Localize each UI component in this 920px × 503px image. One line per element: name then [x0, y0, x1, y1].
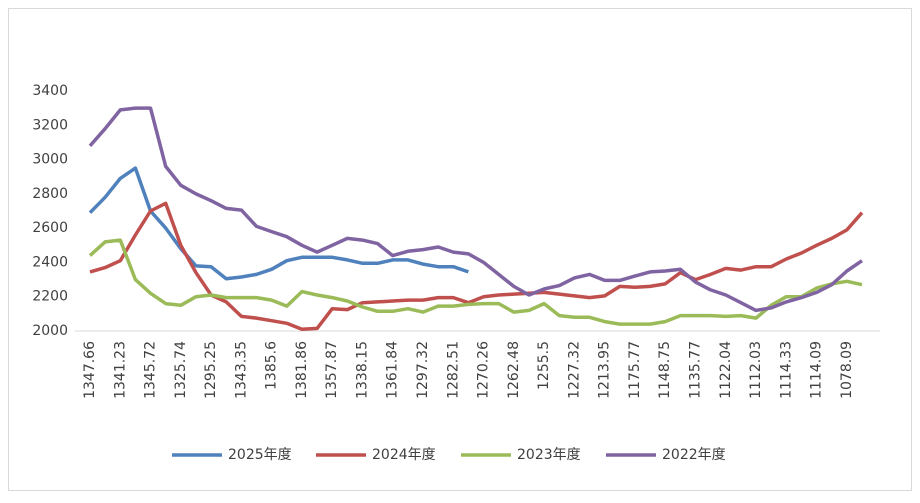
- x-tick-label: 1282.51: [445, 341, 461, 399]
- x-tick-label: 1114.33: [778, 341, 794, 399]
- x-tick-label: 1385.6: [264, 341, 280, 390]
- x-tick-label: 1213.95: [597, 341, 613, 399]
- series-line: [88, 106, 863, 313]
- x-tick-label: 1270.26: [476, 341, 492, 399]
- x-tick-label: 1381.86: [294, 341, 310, 399]
- series-line: [89, 201, 864, 332]
- x-tick-label: 1227.32: [566, 341, 582, 399]
- legend-label: 2023年度: [517, 447, 581, 463]
- y-tick-label: 2600: [32, 220, 68, 236]
- x-tick-label: 1297.32: [415, 341, 431, 399]
- x-tick-label: 1262.48: [506, 341, 522, 399]
- y-tick-label: 2400: [32, 254, 68, 270]
- x-tick-label: 1148.75: [657, 341, 673, 399]
- x-tick-label: 1338.15: [354, 341, 370, 399]
- x-tick-label: 1343.35: [233, 341, 249, 399]
- x-tick-label: 1345.72: [143, 341, 159, 399]
- y-tick-label: 3400: [32, 83, 68, 99]
- legend-label: 2024年度: [372, 447, 436, 463]
- legend-label: 2025年度: [228, 447, 292, 463]
- x-tick-label: 1112.03: [748, 341, 764, 399]
- x-tick-label: 1357.87: [324, 341, 340, 399]
- chart-border: [8, 8, 912, 491]
- x-tick-label: 1114.09: [809, 341, 825, 399]
- x-tick-label: 1361.84: [385, 341, 401, 399]
- series-line: [88, 238, 863, 326]
- y-tick-label: 2200: [32, 289, 68, 305]
- x-tick-label: 1347.66: [82, 341, 98, 399]
- x-tick-label: 1122.04: [718, 341, 734, 399]
- x-tick-label: 1295.25: [203, 341, 219, 399]
- x-tick-label: 1325.74: [173, 341, 189, 399]
- legend-label: 2022年度: [662, 447, 726, 463]
- x-tick-label: 1078.09: [839, 341, 855, 399]
- y-tick-label: 3000: [32, 152, 68, 168]
- series-line: [88, 166, 469, 281]
- y-tick-label: 3200: [32, 117, 68, 133]
- y-tick-label: 2000: [32, 323, 68, 339]
- x-tick-label: 1175.77: [627, 341, 643, 399]
- x-tick-label: 1255.5: [536, 341, 552, 390]
- x-tick-label: 1135.77: [687, 341, 703, 399]
- y-tick-label: 2800: [32, 186, 68, 202]
- x-tick-label: 1341.23: [112, 341, 128, 399]
